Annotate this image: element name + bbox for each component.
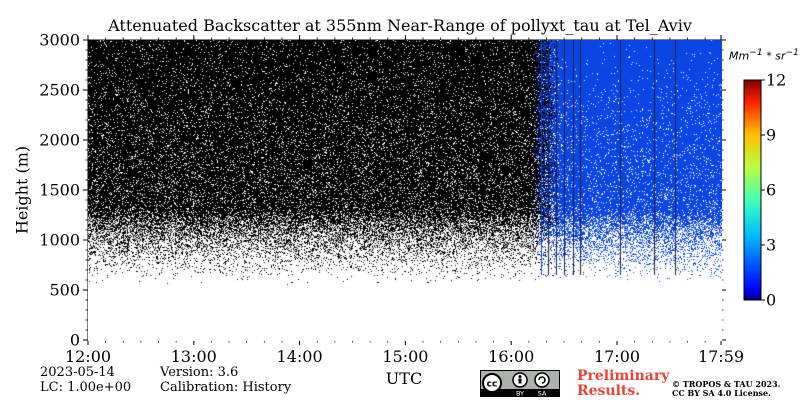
y-tick-label: 1000 [39, 231, 80, 250]
copyright-line-1: © TROPOS & TAU 2023. [672, 379, 781, 389]
lidar-constant: LC: 1.00e+00 [40, 380, 132, 395]
colorbar-tick-label: 9 [766, 126, 776, 145]
copyright-line-2: CC BY SA 4.0 License. [672, 388, 771, 398]
colorbar-tick-label: 6 [766, 181, 776, 200]
chart-title: Attenuated Backscatter at 355nm Near-Ran… [108, 16, 692, 35]
y-tick-label: 1500 [39, 181, 80, 200]
x-axis-label: UTC [385, 369, 423, 388]
colorbar [743, 79, 762, 301]
y-tick-label: 2500 [39, 81, 80, 100]
svg-text:cc: cc [487, 380, 498, 390]
measurement-date: 2023-05-14 [40, 365, 115, 380]
x-tick-label: 17:00 [594, 347, 640, 366]
cc-license-badge: cc BY SA [480, 370, 560, 397]
cc-sa-label: SA [538, 390, 547, 398]
y-tick-label: 3000 [39, 31, 80, 50]
x-tick-label: 14:00 [277, 347, 323, 366]
colorbar-unit-label: Mm−1 * sr−1 [729, 47, 799, 63]
x-tick-label: 13:00 [171, 347, 217, 366]
x-tick-label: 16:00 [488, 347, 534, 366]
colorbar-tick-label: 0 [766, 291, 776, 310]
y-tick-label: 2000 [39, 131, 80, 150]
preliminary-results-note: Preliminary Results. [577, 369, 669, 399]
x-tick-label: 15:00 [382, 347, 428, 366]
x-tick-label: 17:59 [698, 347, 744, 366]
cc-by-label: BY [516, 390, 524, 398]
preliminary-line-1: Preliminary [577, 368, 670, 384]
copyright-note: © TROPOS & TAU 2023. CC BY SA 4.0 Licens… [672, 380, 780, 398]
y-tick-label: 500 [49, 281, 80, 300]
colorbar-tick-label: 12 [766, 71, 786, 90]
y-tick-label: 0 [70, 331, 80, 350]
version-label: Version: 3.6 [160, 365, 239, 380]
colorbar-tick-label: 3 [766, 236, 776, 255]
calibration-label: Calibration: History [160, 380, 292, 395]
backscatter-heatmap-canvas [88, 40, 722, 341]
preliminary-line-2: Results. [577, 383, 641, 399]
x-tick-label: 12:00 [65, 347, 111, 366]
